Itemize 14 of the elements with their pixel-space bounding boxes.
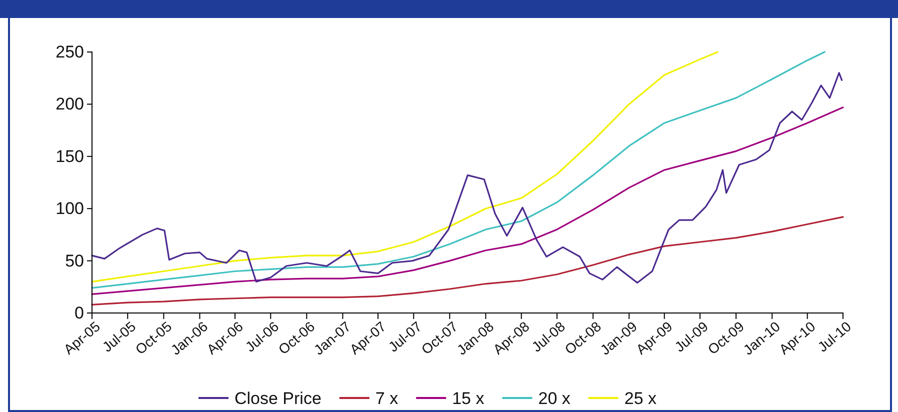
y-tick-label: 150 — [56, 146, 84, 166]
line-series — [91, 51, 718, 282]
legend-label: 20 x — [538, 389, 571, 408]
legend-label: Close Price — [234, 389, 322, 408]
legend-label: 15 x — [452, 389, 485, 408]
y-tick-label: 0 — [74, 303, 84, 322]
line-series — [91, 216, 844, 306]
y-tick-label: 200 — [56, 94, 84, 114]
y-tick-label: 100 — [56, 199, 84, 218]
legend-label: 25 x — [624, 389, 658, 408]
line-series — [91, 106, 844, 296]
y-tick-label: 250 — [56, 42, 84, 62]
legend-label: 7 x — [375, 389, 399, 408]
y-tick-label: 50 — [65, 251, 84, 270]
